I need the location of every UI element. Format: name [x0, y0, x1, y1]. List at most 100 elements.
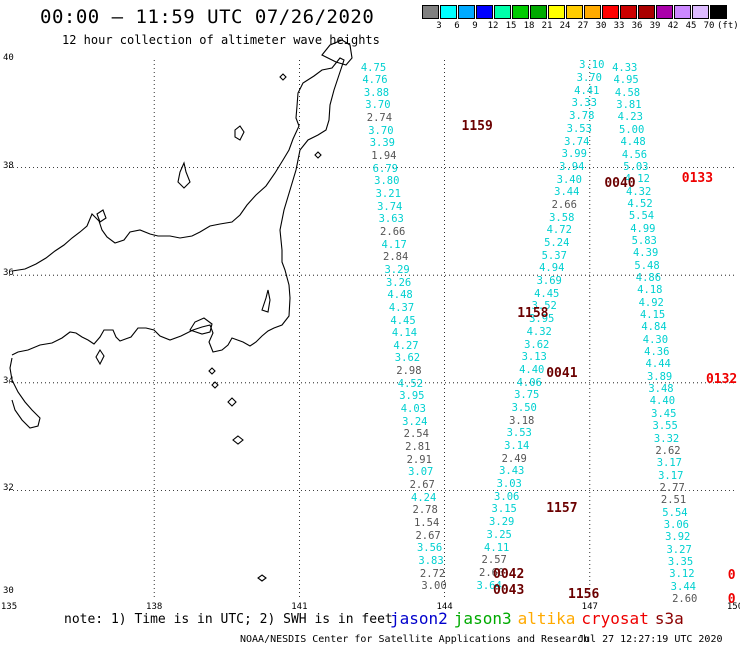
honshu-coastline	[11, 57, 345, 356]
wave-height-value: 4.41	[574, 84, 600, 97]
wave-height-value: 2.60	[672, 593, 698, 606]
wave-height-value: 3.62	[394, 352, 421, 365]
hokkaido-coastline	[321, 39, 353, 66]
wave-height-value: 3.29	[384, 263, 410, 276]
wave-height-value: 2.78	[412, 504, 438, 517]
wave-height-value: 4.44	[645, 358, 671, 371]
wave-height-value: 4.84	[641, 321, 667, 334]
wave-height-value: 3.44	[670, 580, 696, 593]
wave-height-value: 4.95	[613, 74, 639, 87]
wave-height-value: 3.39	[369, 137, 396, 150]
shikoku-coastline	[9, 357, 41, 429]
wave-height-value: 4.11	[484, 541, 510, 554]
oshima-island	[208, 367, 216, 375]
sado-island	[234, 125, 245, 141]
time-label: 0132	[705, 372, 738, 388]
wave-height-value: 4.17	[381, 238, 407, 251]
lon-label: 138	[146, 602, 163, 612]
wave-height-value: 3.63	[378, 213, 404, 226]
lon-label: 147	[581, 602, 598, 612]
colorbar-label: 39	[649, 21, 661, 31]
wave-height-value: 3.53	[566, 122, 592, 135]
wave-height-value: 4.27	[393, 339, 419, 352]
wave-height-value: 4.06	[516, 376, 542, 389]
wave-height-value: 3.70	[576, 72, 602, 85]
colorbar-swatch	[458, 5, 475, 19]
time-label: 0040	[604, 176, 636, 192]
izu-peninsula	[189, 317, 213, 335]
time-label: 0041	[546, 366, 578, 382]
hachijo-island	[232, 435, 244, 445]
wave-height-value: 3.81	[616, 99, 642, 112]
wave-height-value: 3.12	[669, 568, 695, 581]
wave-height-value: 3.92	[665, 531, 691, 544]
wave-height-value: 4.03	[400, 403, 426, 416]
colorbar-swatch	[566, 5, 583, 19]
wave-height-value: 3.64	[476, 579, 502, 592]
colorbar-swatch	[638, 5, 655, 19]
colorbar-label: 21	[541, 21, 553, 31]
wave-height-value: 4.48	[387, 289, 413, 302]
wave-height-value: 4.32	[626, 185, 652, 198]
wave-height-value: 4.58	[614, 86, 641, 99]
lat-label: 36	[3, 268, 14, 279]
wave-height-value: 3.32	[653, 432, 680, 445]
wave-height-value: 3.48	[648, 383, 674, 396]
wave-height-value: 2.66	[551, 198, 577, 211]
wave-height-value: 3.21	[375, 188, 401, 201]
time-label: 1156	[568, 587, 600, 603]
time-label: 1157	[546, 501, 578, 517]
wave-height-value: 4.14	[391, 327, 418, 340]
satellite-legend-item: jason2	[390, 609, 448, 628]
wave-height-value: 2.57	[481, 554, 507, 567]
wave-height-value: 2.81	[405, 441, 431, 454]
colorbar-swatch	[584, 5, 601, 19]
wave-height-value: 2.60	[479, 566, 505, 579]
wave-height-value: 2.74	[366, 112, 393, 125]
time-label: 0	[727, 592, 736, 608]
torishima-island	[257, 574, 267, 582]
wave-height-value: 2.91	[406, 453, 432, 466]
footer-credit: NOAA/NESDIS Center for Satellite Applica…	[240, 634, 590, 645]
wave-height-value: 3.17	[656, 457, 683, 470]
wave-height-value: 4.15	[639, 309, 666, 322]
wave-height-value: 3.14	[504, 440, 530, 453]
wave-height-value: 4.33	[612, 62, 638, 75]
map-subtitle: 12 hour collection of altimeter wave hei…	[62, 33, 380, 47]
colorbar-swatch	[494, 5, 511, 19]
wave-height-value: 1.94	[371, 150, 397, 163]
wave-height-value: 4.52	[627, 197, 653, 210]
wave-height-value: 3.58	[549, 211, 575, 224]
wave-height-value: 3.50	[511, 401, 537, 414]
colorbar-swatch	[620, 5, 637, 19]
wave-height-value: 4.48	[620, 136, 646, 149]
wave-height-value: 3.33	[571, 97, 597, 110]
wave-height-value: 3.43	[499, 465, 525, 478]
wave-height-value: 4.39	[632, 247, 659, 260]
satellite-legend: jason2 jason3 altika cryosat s3a	[390, 609, 690, 628]
time-label: 0	[727, 568, 736, 584]
wave-height-value: 3.74	[377, 200, 403, 213]
wave-height-value: 3.95	[529, 313, 555, 326]
oki-island	[96, 209, 107, 223]
lon-label: 141	[291, 602, 308, 612]
wave-height-value: 3.99	[561, 148, 587, 161]
lon-label: 135	[0, 602, 18, 612]
satellite-legend-item: altika	[517, 609, 576, 628]
wave-height-value: 3.89	[646, 370, 673, 383]
wave-height-value: 3.27	[666, 543, 692, 556]
wave-height-value: 4.40	[649, 395, 676, 408]
wave-height-value: 3.40	[556, 173, 582, 186]
coastline	[9, 39, 353, 582]
wave-height-value: 2.84	[383, 251, 409, 264]
satellite-legend-item: jason3	[453, 609, 512, 628]
wave-height-value: 3.69	[536, 275, 562, 288]
note-text: note: 1) Time is in UTC; 2) SWH is in fe…	[64, 612, 393, 627]
wave-height-value: 3.70	[365, 99, 391, 112]
wave-height-value: 2.54	[403, 428, 429, 441]
colorbar-swatch	[512, 5, 529, 19]
wave-height-value: 3.03	[496, 478, 522, 491]
wave-height-value: 2.66	[380, 225, 406, 238]
colorbar-label: 36	[631, 21, 643, 31]
